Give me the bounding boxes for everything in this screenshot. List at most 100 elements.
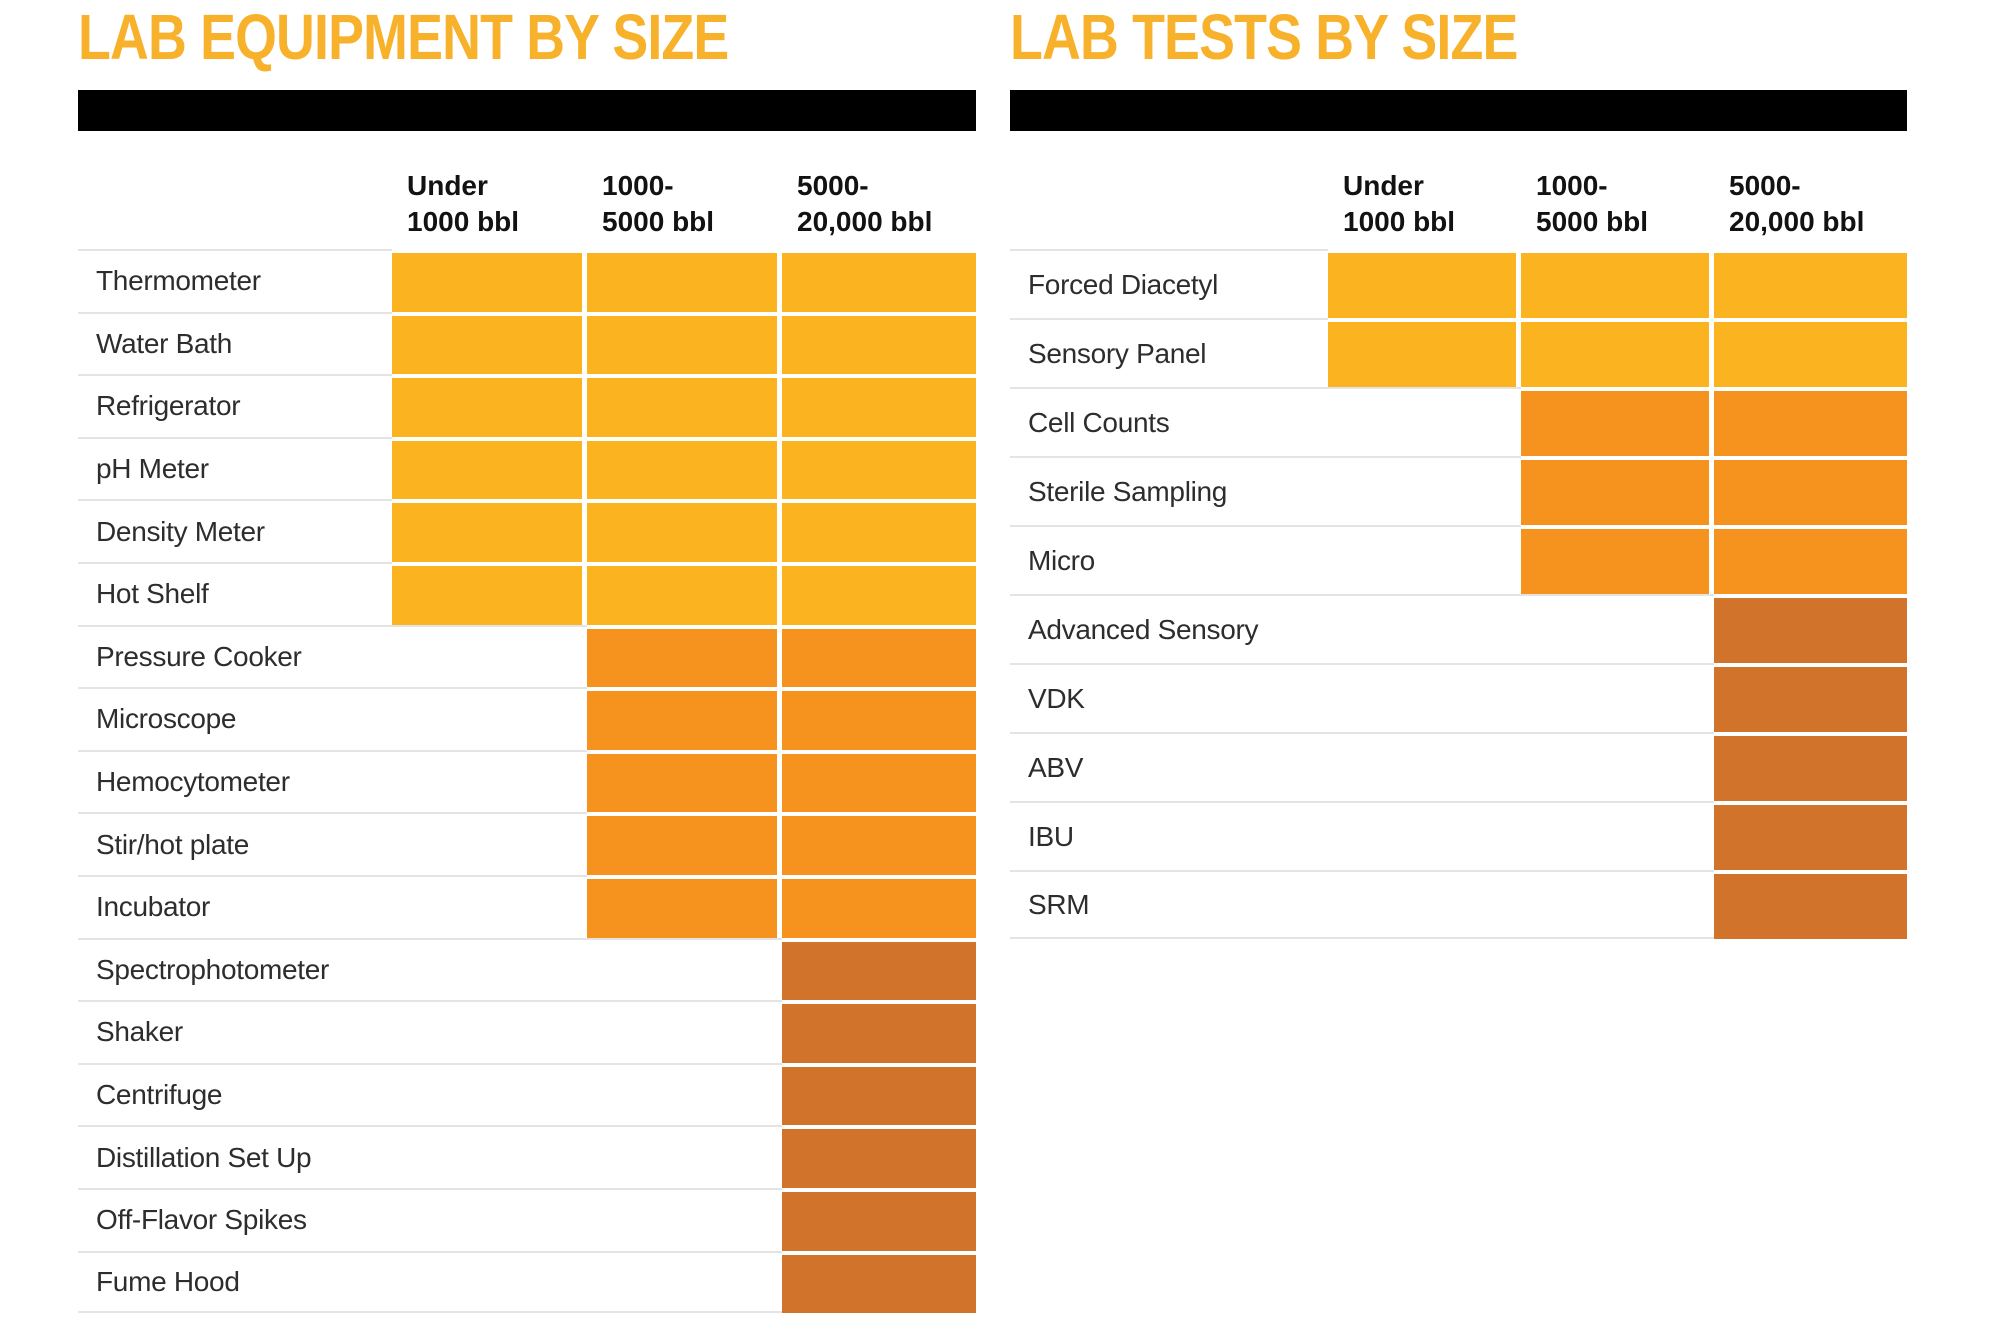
column-header-row: Under 1000 bbl 1000- 5000 bbl 5000- 20,0…: [78, 131, 976, 249]
matrix-cell-filled: [587, 874, 782, 938]
matrix-cell-filled: [1521, 249, 1714, 318]
row-label: Spectrophotometer: [78, 937, 392, 1001]
matrix-cell-filled: [1714, 801, 1907, 870]
matrix-cell-empty: [587, 1250, 782, 1314]
matrix-cell-filled: [1521, 456, 1714, 525]
table-body: Thermometer Water Bath Refrigerator pH Mete…: [78, 249, 976, 1314]
matrix-cell-filled: [782, 812, 976, 875]
matrix-cell-filled: [1714, 249, 1907, 318]
matrix-cell-empty: [587, 1125, 782, 1188]
matrix-cell-empty: [392, 624, 587, 688]
table-row: Stir/hot plate: [78, 812, 976, 875]
matrix-cell-empty: [1328, 801, 1521, 870]
column-header: Under 1000 bbl: [1343, 170, 1456, 237]
matrix-cell-empty: [392, 874, 587, 938]
table-row: Pressure Cooker: [78, 624, 976, 688]
matrix-cell-empty: [1521, 663, 1714, 732]
matrix-cell-empty: [392, 937, 587, 1001]
row-label: Stir/hot plate: [78, 812, 392, 875]
matrix-cell-empty: [1328, 594, 1521, 663]
matrix-cell-filled: [782, 436, 976, 500]
matrix-cell-empty: [392, 812, 587, 875]
table-row: ABV: [1010, 732, 1907, 801]
matrix-cell-filled: [1714, 318, 1907, 387]
matrix-cell-empty: [1328, 870, 1521, 939]
row-label: Microscope: [78, 687, 392, 750]
matrix-cell-empty: [1328, 456, 1521, 525]
matrix-cell-empty: [1328, 387, 1521, 456]
table-row: Water Bath: [78, 311, 976, 375]
matrix-cell-filled: [782, 1062, 976, 1126]
row-label: Hot Shelf: [78, 561, 392, 625]
matrix-cell-filled: [782, 1250, 976, 1314]
matrix-cell-filled: [782, 749, 976, 813]
matrix-cell-filled: [1714, 663, 1907, 732]
matrix-cell-filled: [587, 624, 782, 688]
matrix-cell-filled: [782, 311, 976, 375]
matrix-cell-filled: [1714, 870, 1907, 939]
matrix-cell-filled: [1328, 318, 1521, 387]
matrix-cell-filled: [782, 1000, 976, 1063]
table-row: Sterile Sampling: [1010, 456, 1907, 525]
matrix-cell-empty: [1328, 525, 1521, 594]
row-label: ABV: [1010, 732, 1328, 801]
header-bar: [78, 90, 976, 131]
matrix-cell-empty: [392, 1250, 587, 1314]
table-row: SRM: [1010, 870, 1907, 939]
column-header: 1000- 5000 bbl: [602, 170, 715, 237]
matrix-cell-filled: [1714, 525, 1907, 594]
table-row: VDK: [1010, 663, 1907, 732]
header-bar: [1010, 90, 1907, 131]
table-row: Fume Hood: [78, 1250, 976, 1314]
table-row: Micro: [1010, 525, 1907, 594]
matrix-cell-empty: [1328, 732, 1521, 801]
row-label: Shaker: [78, 1000, 392, 1063]
matrix-cell-empty: [392, 1062, 587, 1126]
row-label: Sterile Sampling: [1010, 456, 1328, 525]
row-label: Thermometer: [78, 249, 392, 312]
matrix-cell-filled: [1328, 249, 1521, 318]
matrix-cell-empty: [1521, 594, 1714, 663]
table-row: Incubator: [78, 874, 976, 938]
row-label: VDK: [1010, 663, 1328, 732]
matrix-cell-empty: [587, 937, 782, 1001]
matrix-cell-empty: [1521, 801, 1714, 870]
matrix-cell-filled: [587, 436, 782, 500]
column-header: 1000- 5000 bbl: [1536, 170, 1649, 237]
table-row: Microscope: [78, 687, 976, 750]
row-label: SRM: [1010, 870, 1328, 939]
matrix-cell-filled: [1521, 318, 1714, 387]
table-row: Density Meter: [78, 499, 976, 562]
row-label: Advanced Sensory: [1010, 594, 1328, 663]
matrix-cell-empty: [587, 1187, 782, 1251]
matrix-cell-filled: [782, 874, 976, 938]
table-row: Thermometer: [78, 249, 976, 312]
row-label: Water Bath: [78, 311, 392, 375]
column-header: 5000- 20,000 bbl: [797, 170, 933, 237]
row-label: Refrigerator: [78, 374, 392, 437]
matrix-cell-empty: [392, 1000, 587, 1063]
table-row: Distillation Set Up: [78, 1125, 976, 1188]
matrix-cell-filled: [782, 561, 976, 625]
table-row: Shaker: [78, 1000, 976, 1063]
matrix-cell-filled: [587, 561, 782, 625]
matrix-cell-empty: [392, 1125, 587, 1188]
table-body: Forced Diacetyl Sensory Panel Cell Counts S…: [1010, 249, 1907, 939]
matrix-cell-filled: [587, 749, 782, 813]
table-row: Refrigerator: [78, 374, 976, 437]
matrix-cell-filled: [587, 499, 782, 562]
row-label: Incubator: [78, 874, 392, 938]
table-row: Off-Flavor Spikes: [78, 1187, 976, 1251]
table-row: Centrifuge: [78, 1062, 976, 1126]
matrix-cell-filled: [782, 249, 976, 312]
row-label: Distillation Set Up: [78, 1125, 392, 1188]
matrix-cell-empty: [392, 749, 587, 813]
matrix-cell-filled: [392, 311, 587, 375]
row-label: Micro: [1010, 525, 1328, 594]
column-header-spacer: [1010, 240, 1328, 249]
table-row: Sensory Panel: [1010, 318, 1907, 387]
row-label: IBU: [1010, 801, 1328, 870]
matrix-cell-filled: [392, 436, 587, 500]
chart-title: LAB TESTS BY SIZE: [1010, 1, 1518, 73]
table-row: IBU: [1010, 801, 1907, 870]
